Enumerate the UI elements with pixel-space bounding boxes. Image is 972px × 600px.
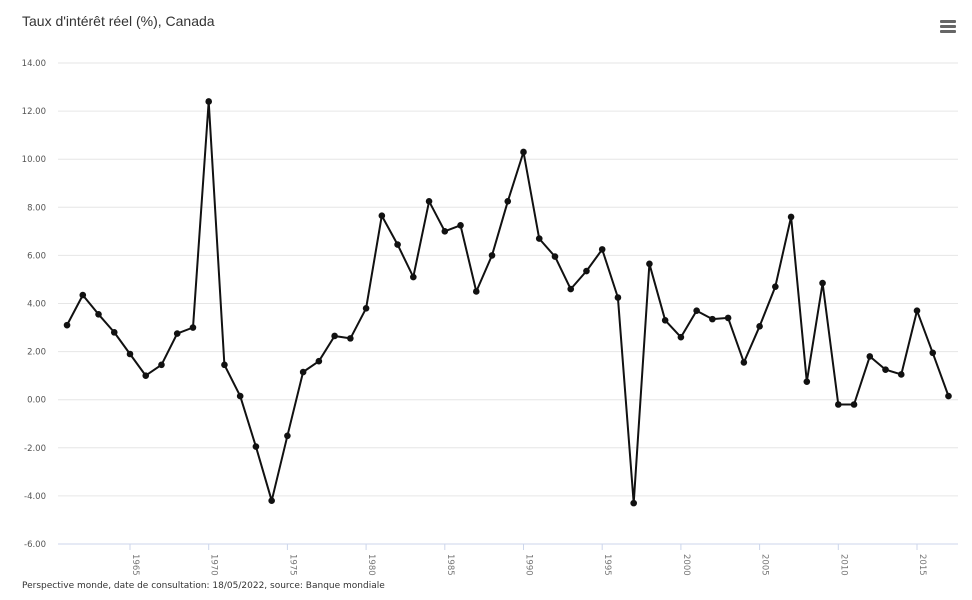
menu-bar: [940, 25, 956, 28]
data-point[interactable]: [126, 350, 134, 358]
x-tick-label: 1975: [287, 554, 297, 576]
data-point[interactable]: [315, 357, 323, 365]
data-point[interactable]: [189, 324, 197, 331]
data-point[interactable]: [331, 332, 338, 340]
data-point[interactable]: [614, 294, 622, 301]
data-point[interactable]: [897, 371, 905, 378]
x-tick-label: 1965: [130, 554, 140, 576]
y-tick-label: 4.00: [27, 300, 46, 310]
data-point[interactable]: [378, 212, 386, 220]
data-point[interactable]: [929, 349, 937, 357]
data-markers[interactable]: [63, 98, 952, 507]
data-point[interactable]: [630, 499, 637, 507]
data-point[interactable]: [819, 279, 826, 287]
data-point[interactable]: [95, 311, 102, 318]
x-tick-label: 2005: [760, 554, 770, 576]
menu-bar: [940, 30, 956, 33]
series-line: [66, 100, 950, 505]
data-point[interactable]: [362, 305, 370, 312]
data-point[interactable]: [882, 366, 889, 373]
x-tick-label: 1980: [366, 554, 376, 576]
data-point[interactable]: [677, 333, 685, 341]
x-tick-label: 2015: [917, 554, 927, 576]
y-tick-label: 6.00: [27, 251, 46, 261]
x-tick-label: 1985: [445, 554, 455, 576]
data-point[interactable]: [866, 353, 874, 360]
data-point[interactable]: [850, 401, 858, 408]
x-tick-label: 2000: [681, 554, 691, 576]
data-point[interactable]: [472, 288, 480, 295]
data-point[interactable]: [299, 368, 307, 376]
y-tick-label: 2.00: [27, 348, 46, 358]
data-point[interactable]: [221, 361, 228, 369]
x-tick-label: 1990: [524, 554, 534, 576]
data-point[interactable]: [457, 222, 464, 229]
y-tick-label: 12.00: [22, 107, 46, 117]
data-point[interactable]: [205, 98, 212, 105]
x-tick-label: 1995: [602, 554, 612, 576]
data-point[interactable]: [504, 197, 512, 205]
data-point[interactable]: [394, 241, 401, 248]
data-point[interactable]: [535, 235, 543, 242]
data-point[interactable]: [110, 329, 118, 336]
data-point[interactable]: [425, 197, 433, 205]
data-point[interactable]: [913, 307, 921, 315]
data-point[interactable]: [724, 314, 732, 322]
data-point[interactable]: [441, 228, 449, 235]
y-tick-label: 14.00: [22, 59, 46, 69]
chart-title: Taux d'intérêt réel (%), Canada: [22, 13, 215, 29]
y-tick-label: -6.00: [24, 540, 46, 550]
data-point[interactable]: [79, 291, 87, 299]
data-point[interactable]: [410, 273, 417, 281]
y-tick-label: 0.00: [27, 396, 46, 406]
data-point[interactable]: [646, 260, 653, 268]
data-point[interactable]: [551, 253, 559, 260]
data-point[interactable]: [268, 497, 275, 505]
data-point[interactable]: [772, 283, 779, 290]
data-point[interactable]: [709, 315, 716, 323]
y-tick-label: -2.00: [24, 444, 46, 454]
data-point[interactable]: [803, 378, 811, 385]
x-axis: 1965 1970 1975 1980 1985 1990 1995 2000 2005 2010…: [129, 544, 927, 576]
credits-text: Perspective monde, date de consultation:…: [22, 581, 385, 591]
data-point[interactable]: [945, 392, 952, 400]
data-point[interactable]: [520, 148, 527, 156]
gridlines: [58, 62, 958, 545]
data-point[interactable]: [693, 307, 700, 315]
data-point[interactable]: [661, 317, 669, 324]
data-point[interactable]: [787, 213, 795, 221]
data-point[interactable]: [63, 321, 71, 329]
x-tick-label: 1970: [209, 554, 219, 576]
data-point[interactable]: [173, 330, 181, 337]
hamburger-menu-icon[interactable]: [940, 20, 956, 34]
menu-bar: [940, 20, 956, 23]
data-point[interactable]: [567, 285, 575, 293]
x-tick-label: 2010: [838, 554, 848, 576]
data-point[interactable]: [835, 401, 842, 408]
data-point[interactable]: [158, 361, 165, 369]
data-point[interactable]: [583, 267, 590, 275]
data-point[interactable]: [740, 359, 748, 366]
data-point[interactable]: [284, 432, 291, 440]
data-point[interactable]: [252, 443, 260, 450]
data-point[interactable]: [598, 246, 606, 253]
data-point[interactable]: [488, 252, 496, 259]
data-point[interactable]: [756, 323, 763, 330]
y-tick-label: 8.00: [27, 203, 46, 213]
y-axis-labels: 14.00 12.00 10.00 8.00 6.00 4.00 2.00 0.00 -2.00…: [22, 59, 46, 550]
y-tick-label: 10.00: [22, 155, 46, 165]
data-point[interactable]: [347, 335, 354, 342]
y-tick-label: -4.00: [24, 492, 46, 502]
data-point[interactable]: [142, 372, 150, 379]
data-point[interactable]: [236, 392, 244, 400]
